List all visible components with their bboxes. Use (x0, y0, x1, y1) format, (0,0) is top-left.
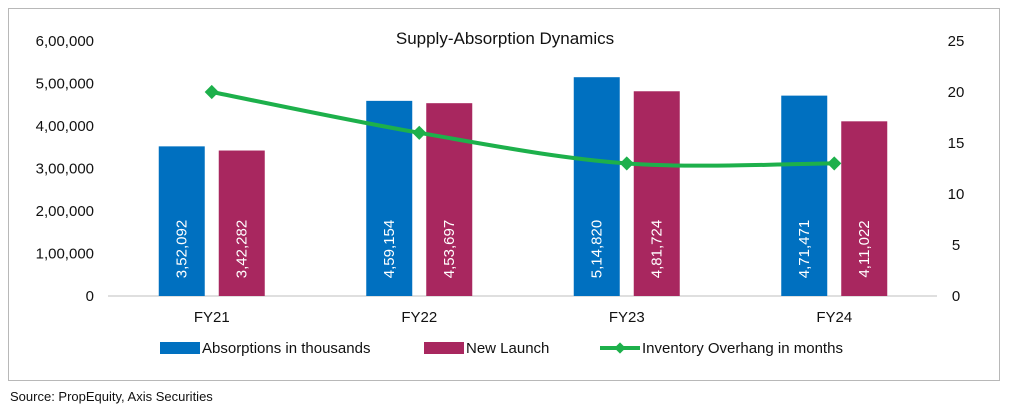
right-axis: 0 5 10 15 20 25 (948, 33, 965, 305)
legend-label: Absorptions in thousands (202, 340, 370, 357)
line-point (827, 156, 842, 171)
bar (573, 77, 620, 296)
overhang-line (204, 84, 842, 171)
right-tick-label: 25 (948, 33, 965, 50)
series-line (211, 90, 835, 168)
bars (158, 77, 888, 297)
bar-data-label: 3,52,092 (173, 220, 190, 278)
bar-labels: 3,52,092 3,42,282 4,59,154 4,53,697 5,14,820… (173, 220, 873, 278)
bar (781, 95, 828, 297)
bar-data-label: 4,81,724 (648, 220, 665, 278)
bar-data-label: 4,11,022 (856, 220, 873, 277)
legend-swatch (160, 342, 200, 354)
legend-label: New Launch (466, 340, 549, 357)
right-tick-label: 20 (948, 84, 965, 101)
left-axis: 0 1,00,000 2,00,000 3,00,000 4,00,000 5,00,00… (36, 33, 94, 305)
legend: Absorptions in thousands New Launch Invent… (160, 340, 843, 357)
right-tick-label: 5 (952, 237, 960, 254)
left-tick-label: 3,00,000 (36, 161, 94, 178)
left-tick-label: 0 (86, 288, 94, 305)
legend-label: Inventory Overhang in months (642, 340, 843, 357)
left-tick-label: 4,00,000 (36, 118, 94, 135)
category-label: FY24 (816, 309, 852, 326)
legend-swatch (424, 342, 464, 354)
bar-data-label: 4,71,471 (796, 220, 813, 278)
category-label: FY23 (609, 309, 645, 326)
line-point (619, 156, 634, 171)
bar (158, 146, 205, 296)
left-tick-label: 1,00,000 (36, 246, 94, 263)
category-labels: FY21 FY22 FY23 FY24 (194, 309, 852, 326)
source-note: Source: PropEquity, Axis Securities (10, 389, 213, 404)
bar-data-label: 4,53,697 (441, 220, 458, 278)
right-tick-label: 0 (952, 288, 960, 305)
right-tick-label: 15 (948, 135, 965, 152)
bar (633, 91, 680, 296)
line-point (412, 125, 427, 140)
legend-marker (614, 342, 626, 354)
category-label: FY21 (194, 309, 230, 326)
bar (218, 150, 265, 296)
bar-data-label: 4,59,154 (381, 220, 398, 278)
bar-data-label: 3,42,282 (233, 220, 250, 278)
chart-title: Supply-Absorption Dynamics (396, 29, 614, 48)
left-tick-label: 5,00,000 (36, 76, 94, 93)
left-tick-label: 6,00,000 (36, 33, 94, 50)
left-tick-label: 2,00,000 (36, 203, 94, 220)
bar (366, 100, 413, 296)
category-label: FY22 (401, 309, 437, 326)
bar (841, 121, 888, 297)
right-tick-label: 10 (948, 186, 965, 203)
bar-data-label: 5,14,820 (588, 220, 605, 278)
